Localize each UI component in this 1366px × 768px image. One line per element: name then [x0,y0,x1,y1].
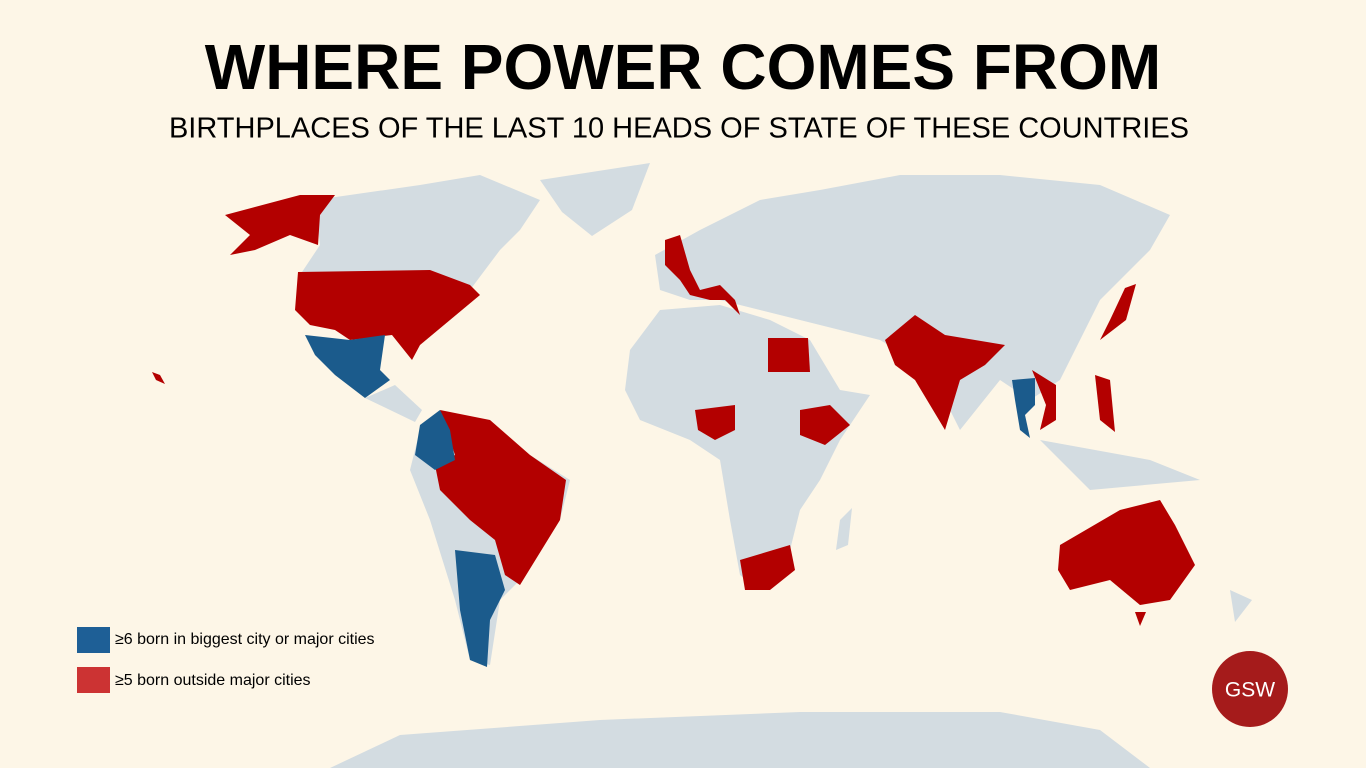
eurasia [655,175,1170,430]
argentina [455,550,505,667]
greenland [540,163,650,236]
thailand [1012,378,1035,438]
india [885,315,1005,430]
legend: ≥6 born in biggest city or major cities … [77,627,375,693]
logo-badge [1212,651,1288,727]
colombia [415,410,455,470]
hawaii [152,372,165,384]
alaska [225,195,335,255]
nigeria [695,405,735,440]
indonesia [1040,440,1200,490]
mexico [305,335,390,398]
antarctica [330,712,1150,768]
western-europe [665,235,740,315]
legend-swatch [77,627,110,653]
title: WHERE POWER COMES FROM [205,31,1161,103]
legend-swatch [77,667,110,693]
world-map [152,163,1252,768]
subtitle: BIRTHPLACES OF THE LAST 10 HEADS OF STAT… [169,113,1189,145]
central-america [365,385,422,422]
logo-text: GSW [1225,679,1275,702]
usa [295,270,480,360]
ethiopia [800,405,850,445]
new-zealand [1230,590,1252,622]
brazil-venezuela [435,410,566,585]
philippines [1095,375,1115,432]
tasmania [1135,612,1146,626]
africa [625,305,870,590]
logo: GSW [1212,651,1288,727]
vietnam [1032,370,1056,430]
legend-label: ≥6 born in biggest city or major cities [115,631,375,648]
madagascar [836,508,852,550]
legend-label: ≥5 born outside major cities [115,672,311,689]
south-africa [740,545,795,590]
australia [1058,500,1195,605]
japan [1100,284,1136,340]
canada [300,175,540,290]
egypt [768,338,810,372]
